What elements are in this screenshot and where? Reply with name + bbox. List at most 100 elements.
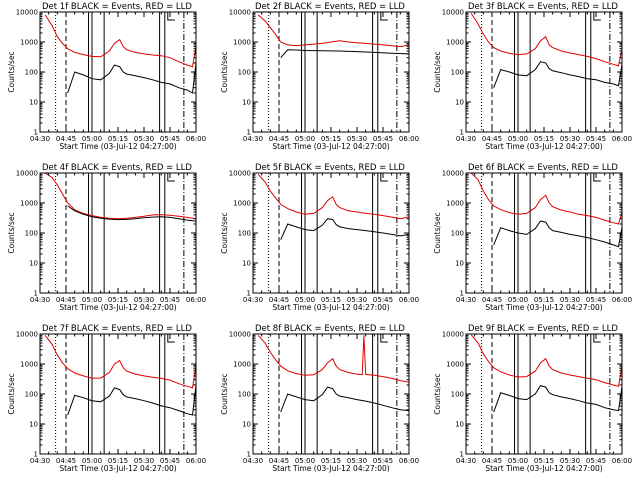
y-tick-label: 10000 xyxy=(229,9,251,17)
x-axis-label: Start Time (03-Jul-12 04:27:00) xyxy=(59,142,176,151)
x-tick-label: 05:30 xyxy=(134,135,154,143)
y-tick-label: 100 xyxy=(238,391,251,399)
y-axis-label: Counts/sec xyxy=(433,51,442,92)
y-tick-label: 10000 xyxy=(229,331,251,339)
series-line-lld xyxy=(44,173,196,220)
x-tick-label: 04:45 xyxy=(269,457,289,465)
marker-bracket xyxy=(593,334,601,343)
x-axis-label: Start Time (03-Jul-12 04:27:00) xyxy=(272,303,389,312)
x-axis-label: Start Time (03-Jul-12 04:27:00) xyxy=(59,303,176,312)
y-axis-label: Counts/sec xyxy=(433,373,442,414)
series-line-events xyxy=(280,49,409,59)
x-tick-label: 04:45 xyxy=(482,457,502,465)
series-line-lld xyxy=(44,14,196,68)
x-tick-label: 04:30 xyxy=(243,135,263,143)
y-tick-label: 100 xyxy=(451,69,464,77)
x-tick-label: 05:45 xyxy=(160,296,180,304)
series-line-events xyxy=(493,385,622,413)
x-tick-label: 06:00 xyxy=(399,296,419,304)
y-tick-label: 100 xyxy=(25,230,38,238)
x-tick-label: 05:30 xyxy=(347,135,367,143)
series-line-lld xyxy=(44,335,196,389)
y-tick-label: 100 xyxy=(238,69,251,77)
x-tick-label: 06:00 xyxy=(399,457,419,465)
x-tick-label: 05:15 xyxy=(108,135,128,143)
marker-bracket xyxy=(380,12,388,21)
y-tick-label: 10000 xyxy=(442,331,464,339)
panel-title: Det 7f BLACK = Events, RED = LLD xyxy=(42,324,192,334)
x-tick-label: 05:30 xyxy=(560,135,580,143)
x-tick-label: 06:00 xyxy=(399,135,419,143)
panel-5: Det 5f BLACK = Events, RED = LLD 1 10 100 10… xyxy=(220,163,419,312)
x-tick-label: 04:30 xyxy=(30,135,50,143)
y-tick-label: 100 xyxy=(25,391,38,399)
x-tick-label: 04:30 xyxy=(456,296,476,304)
panel-9: Det 9f BLACK = Events, RED = LLD 1 10 100 10… xyxy=(433,324,632,473)
y-tick-label: 10 xyxy=(29,99,38,107)
x-tick-label: 05:45 xyxy=(160,457,180,465)
x-tick-label: 04:45 xyxy=(482,135,502,143)
y-tick-label: 1 xyxy=(460,290,464,298)
x-tick-label: 04:45 xyxy=(269,296,289,304)
x-tick-label: 06:00 xyxy=(612,457,632,465)
x-tick-label: 04:30 xyxy=(243,457,263,465)
x-tick-label: 05:00 xyxy=(508,457,528,465)
series-line-lld xyxy=(470,173,622,225)
x-tick-label: 05:15 xyxy=(534,135,554,143)
x-tick-label: 05:45 xyxy=(373,135,393,143)
y-tick-label: 1000 xyxy=(20,39,38,47)
panel-title: Det 4f BLACK = Events, RED = LLD xyxy=(42,163,192,173)
x-tick-label: 05:30 xyxy=(134,457,154,465)
x-tick-label: 06:00 xyxy=(612,135,632,143)
marker-bracket xyxy=(380,173,388,182)
marker-bracket xyxy=(593,173,601,182)
marker-bracket xyxy=(167,173,175,182)
y-tick-label: 1000 xyxy=(446,200,464,208)
y-tick-label: 1000 xyxy=(233,39,251,47)
panel-1: Det 1f BLACK = Events, RED = LLD 1 10 100 10… xyxy=(7,2,206,151)
y-tick-label: 10000 xyxy=(442,9,464,17)
x-tick-label: 05:30 xyxy=(347,296,367,304)
y-tick-label: 1000 xyxy=(20,361,38,369)
x-tick-label: 05:00 xyxy=(508,135,528,143)
x-tick-label: 05:15 xyxy=(321,296,341,304)
y-tick-label: 100 xyxy=(25,69,38,77)
panel-8: Det 8f BLACK = Events, RED = LLD 1 10 100 10… xyxy=(220,324,419,473)
y-tick-label: 10000 xyxy=(16,170,38,178)
y-tick-label: 1000 xyxy=(446,361,464,369)
y-tick-label: 1000 xyxy=(446,39,464,47)
x-tick-label: 05:30 xyxy=(134,296,154,304)
x-tick-label: 05:30 xyxy=(347,457,367,465)
panel-title: Det 9f BLACK = Events, RED = LLD xyxy=(468,324,618,334)
x-tick-label: 05:30 xyxy=(560,457,580,465)
x-tick-label: 04:30 xyxy=(30,457,50,465)
marker-bracket xyxy=(167,334,175,343)
panel-3: Det 3f BLACK = Events, RED = LLD 1 10 100 10… xyxy=(433,2,632,151)
x-tick-label: 06:00 xyxy=(186,457,206,465)
x-axis-label: Start Time (03-Jul-12 04:27:00) xyxy=(272,464,389,473)
panel-title: Det 5f BLACK = Events, RED = LLD xyxy=(255,163,405,173)
x-tick-label: 05:15 xyxy=(534,296,554,304)
x-tick-label: 04:30 xyxy=(456,457,476,465)
panel-title: Det 3f BLACK = Events, RED = LLD xyxy=(468,2,618,12)
x-tick-label: 05:45 xyxy=(373,296,393,304)
x-axis-label: Start Time (03-Jul-12 04:27:00) xyxy=(485,142,602,151)
y-tick-label: 10000 xyxy=(229,170,251,178)
y-tick-label: 1 xyxy=(247,129,251,137)
x-tick-label: 05:00 xyxy=(82,135,102,143)
series-line-lld xyxy=(470,334,622,387)
y-tick-label: 1 xyxy=(247,451,251,459)
x-tick-label: 05:45 xyxy=(160,135,180,143)
x-tick-label: 05:15 xyxy=(108,457,128,465)
plot-frame xyxy=(252,333,410,455)
panel-6: Det 6f BLACK = Events, RED = LLD 1 10 100 10… xyxy=(433,163,632,312)
x-axis-label: Start Time (03-Jul-12 04:27:00) xyxy=(59,464,176,473)
marker-bracket xyxy=(167,12,175,21)
y-tick-label: 100 xyxy=(451,391,464,399)
x-tick-label: 05:00 xyxy=(82,457,102,465)
series-line-lld xyxy=(257,335,409,383)
y-tick-label: 100 xyxy=(238,230,251,238)
y-tick-label: 10 xyxy=(29,421,38,429)
y-axis-label: Counts/sec xyxy=(433,212,442,253)
